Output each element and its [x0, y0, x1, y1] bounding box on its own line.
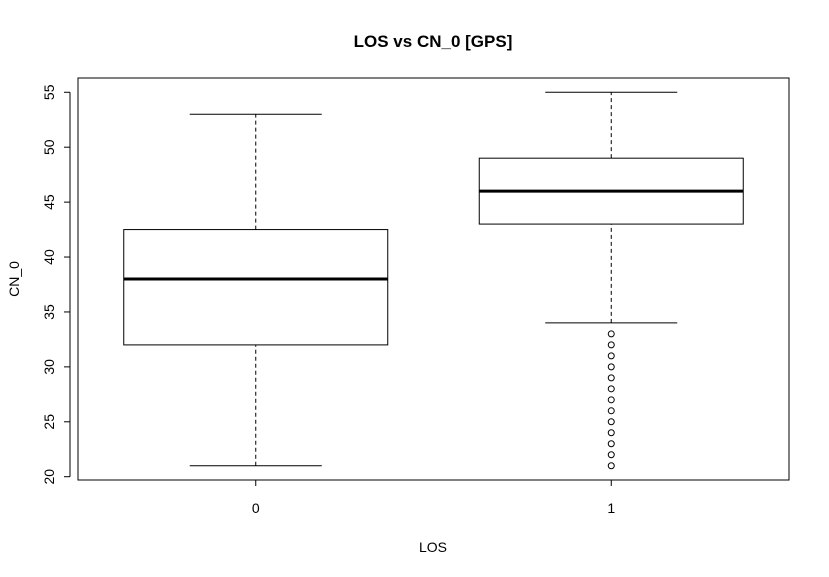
- outlier-point: [607, 429, 615, 437]
- outlier-point: [607, 396, 615, 404]
- box-1: [478, 91, 744, 470]
- x-tick-label: 1: [607, 500, 615, 516]
- box-0: [123, 113, 389, 467]
- outlier-point: [607, 330, 615, 338]
- y-tick-label: 50: [41, 139, 57, 155]
- outlier-point: [607, 407, 615, 415]
- outlier-point: [607, 418, 615, 426]
- iqr-box: [123, 229, 389, 346]
- outlier-point: [607, 385, 615, 393]
- outlier-point: [607, 451, 615, 459]
- outlier-point: [607, 363, 615, 371]
- boxes: [123, 91, 744, 470]
- y-tick-label: 25: [41, 414, 57, 430]
- y-tick-label: 35: [41, 304, 57, 320]
- outlier-point: [607, 374, 615, 382]
- outlier-point: [607, 352, 615, 360]
- y-tick-label: 30: [41, 359, 57, 375]
- x-tick-label: 0: [252, 500, 260, 516]
- y-tick-label: 45: [41, 194, 57, 210]
- y-tick-label: 40: [41, 249, 57, 265]
- outlier-point: [607, 440, 615, 448]
- outlier-point: [607, 341, 615, 349]
- y-axis: 20 25 30 35 40 45 50 55: [41, 84, 71, 485]
- y-axis-label: CN_0: [6, 261, 22, 297]
- y-tick-label: 20: [41, 469, 57, 485]
- y-tick-label: 55: [41, 84, 57, 100]
- x-axis-label: LOS: [419, 539, 447, 555]
- chart-title: LOS vs CN_0 [GPS]: [354, 32, 513, 51]
- outlier-point: [607, 462, 615, 470]
